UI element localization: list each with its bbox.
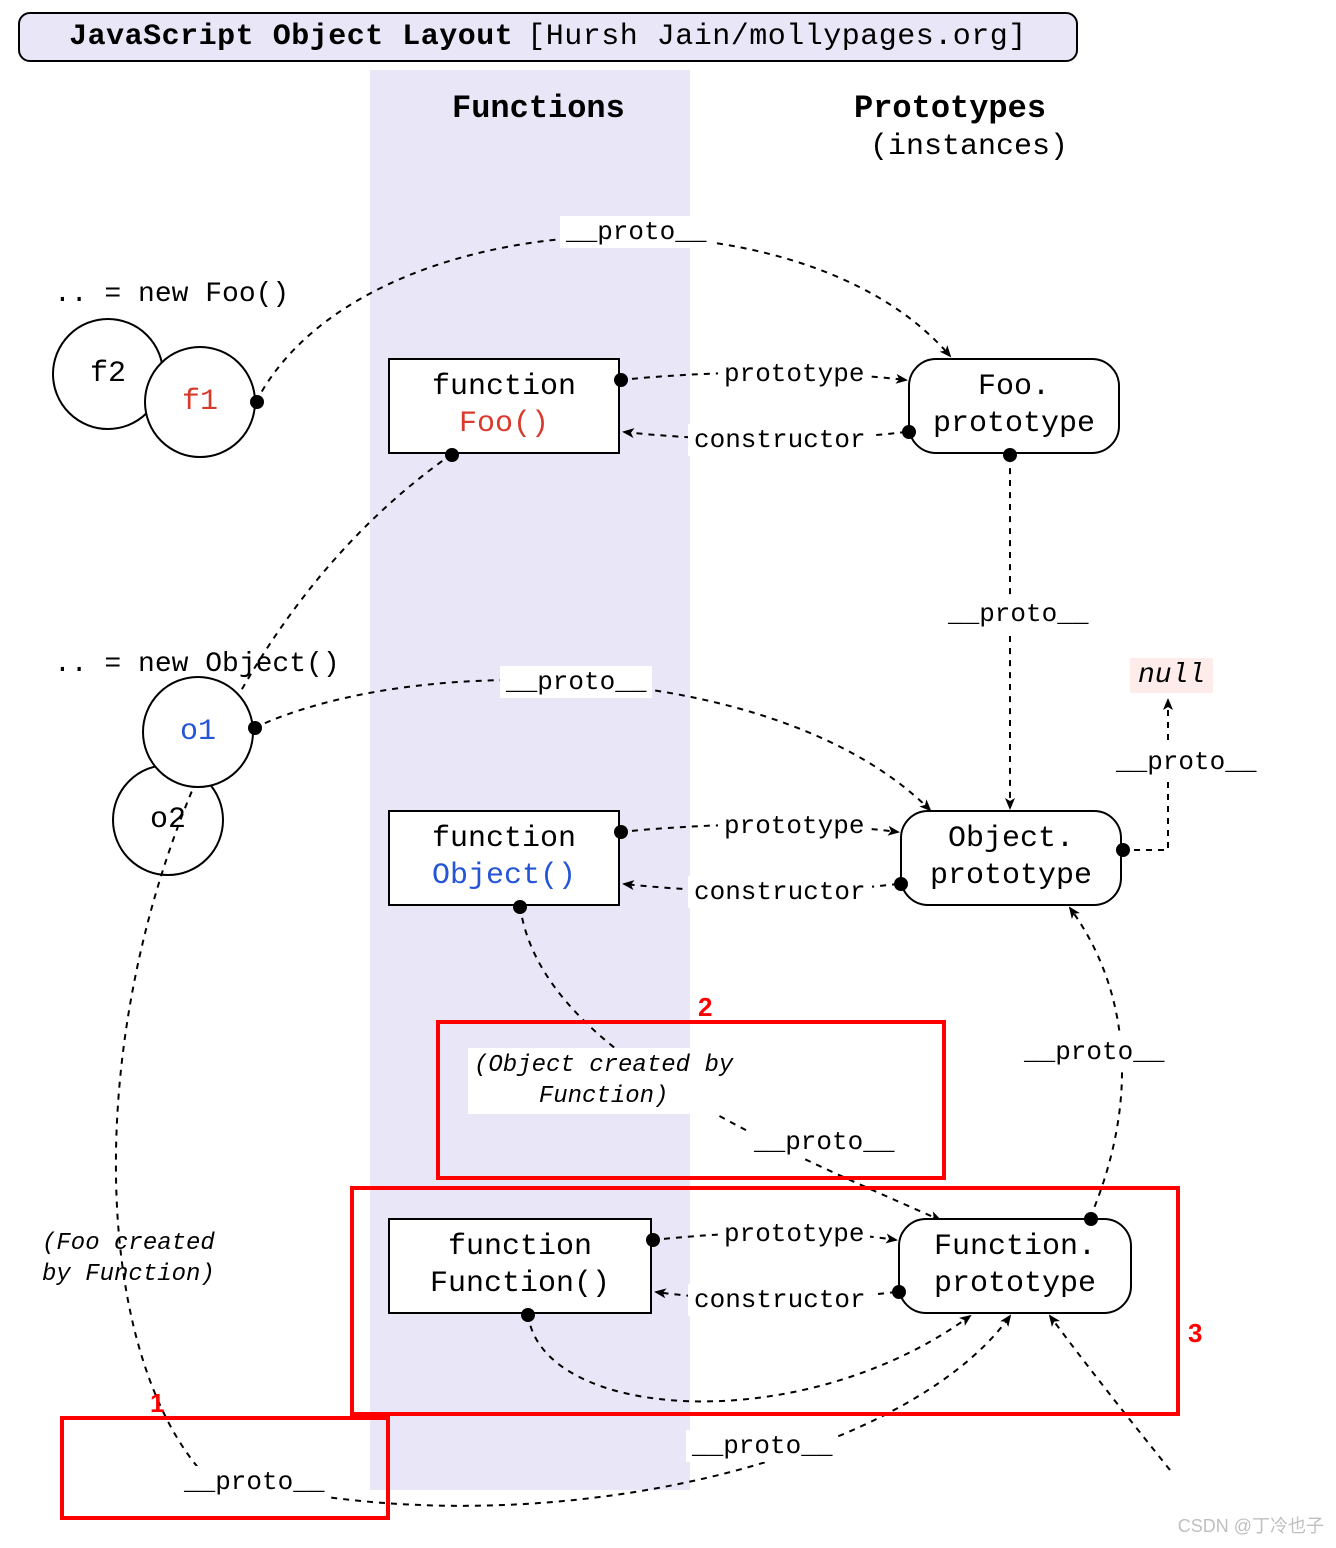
o1-dot [248,721,262,735]
object-function-box: function Object() [388,810,620,906]
object-proto-dot-left [894,877,908,891]
o2-text: o2 [150,803,186,837]
prototype-label-2: prototype [718,810,870,842]
object-func-dot-bottom [513,900,527,914]
f1-dot [250,395,264,409]
proto-label-6: __proto__ [1018,1036,1170,1068]
o1-text: o1 [180,715,216,749]
f2-text: f2 [90,357,126,391]
foo-proto-l2: prototype [933,406,1095,444]
foo-proto-l1: Foo. [978,369,1050,407]
foo-proto-dot-bottom [1003,448,1017,462]
foo-proto-dot-left [902,425,916,439]
red-num-1: 1 [150,1388,164,1419]
foo-func-dot-top [614,373,628,387]
proto-label-3: __proto__ [500,666,652,698]
foo-func-dot-bottom [445,448,459,462]
red-box-3 [350,1186,1180,1416]
object-proto-l2: prototype [930,858,1092,896]
constructor-label-1: constructor [688,424,872,456]
foo-func-l1: function [432,369,576,407]
f1-text: f1 [182,385,218,419]
object-func-l2: Object() [432,858,576,896]
red-box-1 [60,1416,390,1520]
null-label: null [1130,658,1213,693]
prototype-label-1: prototype [718,358,870,390]
foo-prototype-box: Foo. prototype [908,358,1120,454]
object-prototype-box: Object. prototype [900,810,1122,906]
constructor-label-2: constructor [688,876,872,908]
proto-label-4: __proto__ [1110,746,1262,778]
proto-label-1: __proto__ [560,216,712,248]
f1-circle: f1 [144,346,256,458]
o1-circle: o1 [142,676,254,788]
red-num-3: 3 [1188,1318,1202,1349]
foo-func-l2: Foo() [459,406,549,444]
new-foo-label: .. = new Foo() [48,278,295,311]
object-func-l1: function [432,821,576,859]
note-foo-created-text: (Foo createdby Function) [42,1230,215,1288]
object-proto-l1: Object. [948,821,1074,859]
proto-label-2: __proto__ [942,598,1094,630]
watermark: CSDN @丁冷也子 [1178,1512,1324,1538]
object-proto-dot-right [1116,843,1130,857]
note-foo-created: (Foo createdby Function) [36,1226,221,1292]
object-func-dot-top [614,825,628,839]
red-box-2 [436,1020,946,1180]
proto-label-7: __proto__ [686,1430,838,1462]
new-object-label: .. = new Object() [48,648,346,681]
red-num-2: 2 [698,992,712,1023]
foo-function-box: function Foo() [388,358,620,454]
